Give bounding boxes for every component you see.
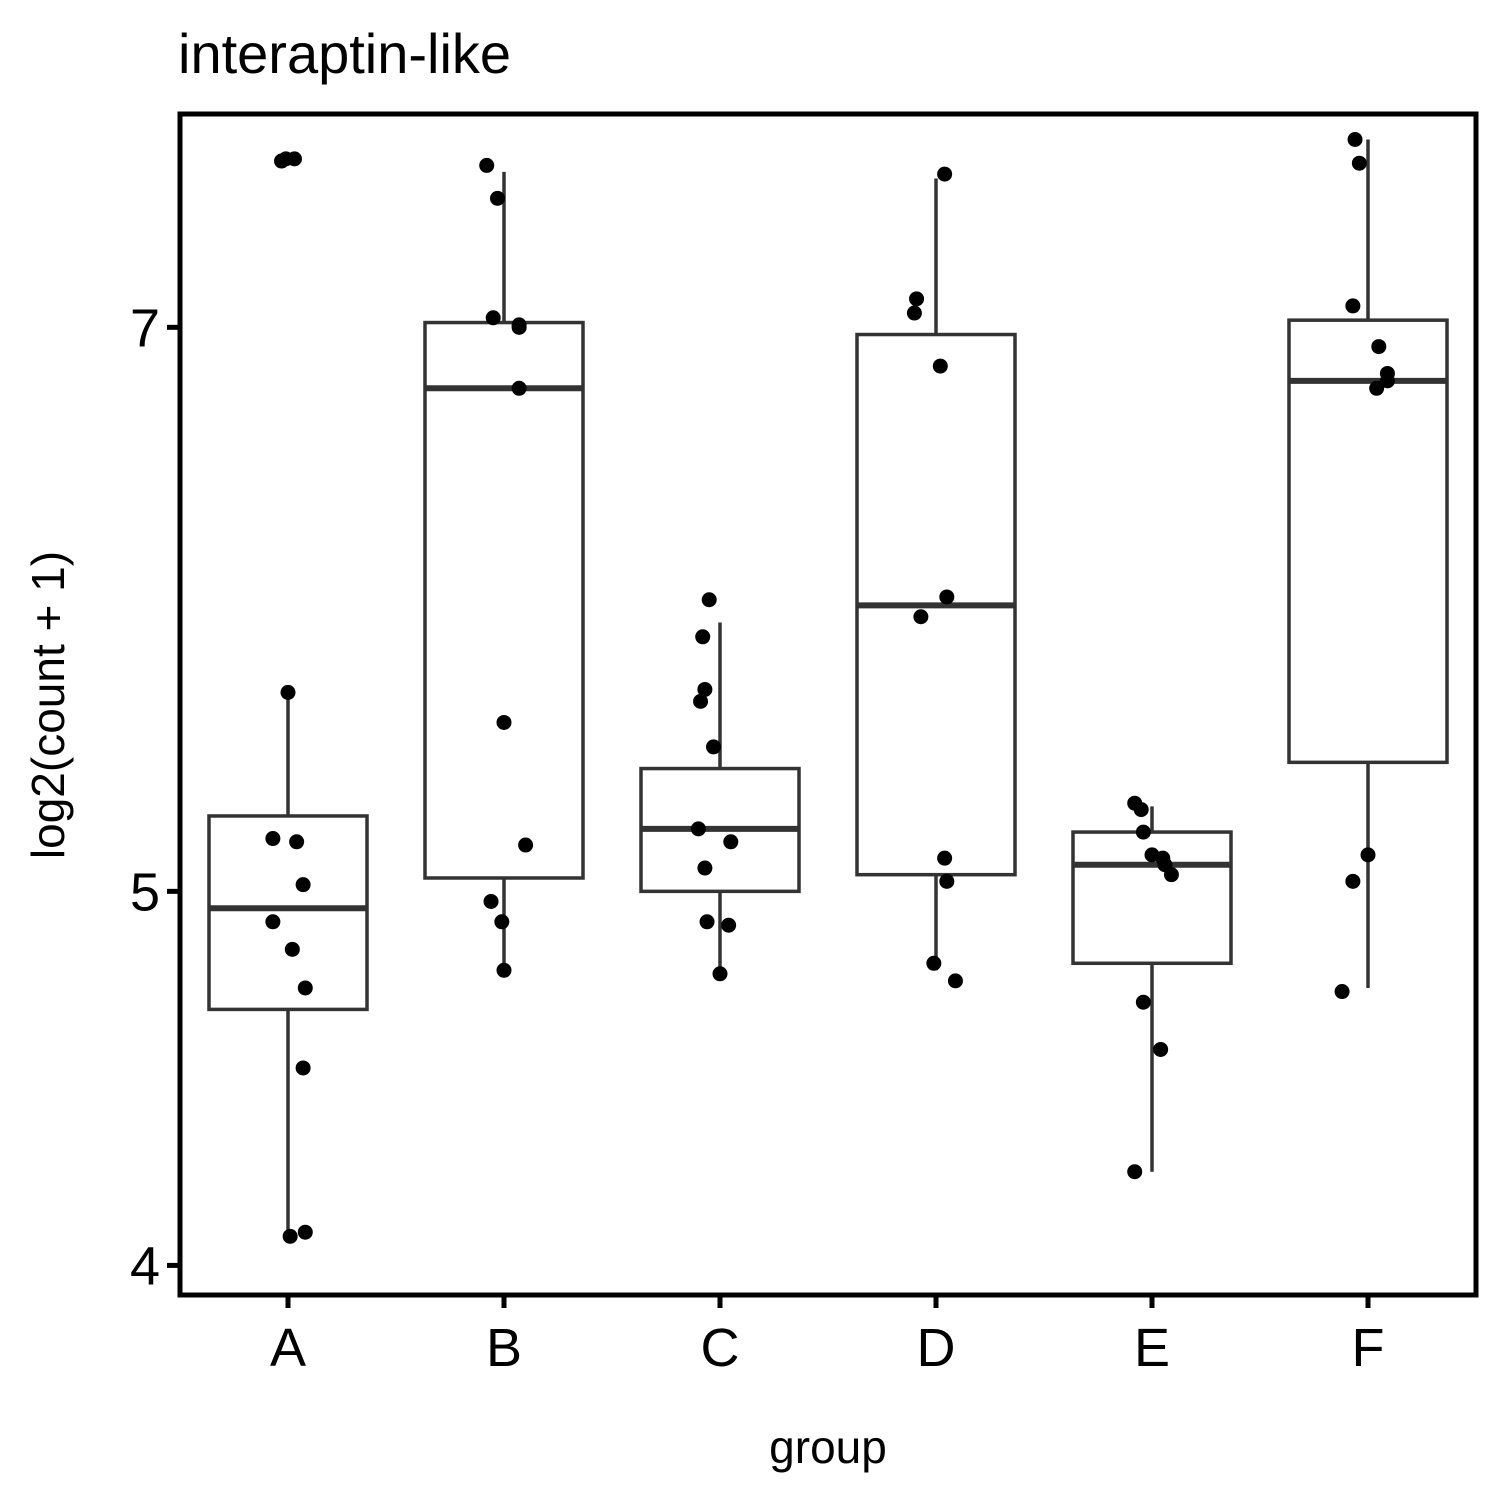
data-point bbox=[284, 941, 300, 957]
y-tick-label: 5 bbox=[130, 862, 160, 922]
x-tick-label: A bbox=[270, 1318, 306, 1378]
data-point bbox=[286, 151, 302, 167]
box-f bbox=[1287, 139, 1449, 988]
data-point bbox=[479, 157, 495, 173]
x-tick-label: E bbox=[1134, 1318, 1170, 1378]
y-axis-label: log2(count + 1) bbox=[22, 551, 74, 859]
box-b bbox=[423, 171, 585, 971]
x-axis-label: group bbox=[769, 1421, 887, 1473]
data-point bbox=[265, 831, 281, 847]
box-e bbox=[1071, 806, 1233, 1172]
data-point bbox=[295, 1060, 311, 1076]
data-point bbox=[697, 681, 713, 697]
data-point bbox=[485, 310, 501, 326]
box-a bbox=[207, 692, 369, 1237]
x-tick-label: D bbox=[917, 1318, 956, 1378]
data-point bbox=[723, 834, 739, 850]
data-point bbox=[1347, 131, 1363, 147]
x-tick-label: C bbox=[701, 1318, 740, 1378]
box-iqr bbox=[1287, 318, 1449, 765]
data-point bbox=[511, 380, 527, 396]
data-point bbox=[280, 684, 296, 700]
y-tick-label: 7 bbox=[130, 298, 160, 358]
data-point bbox=[496, 714, 512, 730]
chart-title: interaptin-like bbox=[178, 22, 511, 85]
data-point bbox=[496, 962, 512, 978]
data-points bbox=[265, 131, 1395, 1244]
data-point bbox=[1334, 984, 1350, 1000]
data-point bbox=[1351, 155, 1367, 171]
data-point bbox=[695, 629, 711, 645]
data-point bbox=[939, 589, 955, 605]
box-iqr bbox=[1071, 830, 1233, 966]
data-point bbox=[1133, 802, 1149, 818]
data-point bbox=[1135, 824, 1151, 840]
data-point bbox=[1345, 873, 1361, 889]
data-point bbox=[701, 592, 717, 608]
data-point bbox=[697, 860, 713, 876]
data-point bbox=[289, 834, 305, 850]
data-point bbox=[937, 850, 953, 866]
data-point bbox=[693, 693, 709, 709]
data-point bbox=[1379, 373, 1395, 389]
data-point bbox=[1135, 994, 1151, 1010]
plot-area bbox=[207, 131, 1449, 1244]
axes: 4 5 7 A B C D E F bbox=[130, 298, 1385, 1378]
data-point bbox=[297, 1224, 313, 1240]
data-point bbox=[494, 914, 510, 930]
data-point bbox=[906, 305, 922, 321]
data-point bbox=[699, 914, 715, 930]
data-point bbox=[1163, 867, 1179, 883]
data-point bbox=[937, 166, 953, 182]
x-tick-label: B bbox=[486, 1318, 522, 1378]
data-point bbox=[706, 739, 722, 755]
data-point bbox=[265, 914, 281, 930]
data-point bbox=[1360, 847, 1376, 863]
data-point bbox=[297, 980, 313, 996]
data-point bbox=[483, 893, 499, 909]
data-point bbox=[690, 821, 706, 837]
data-point bbox=[1127, 1164, 1143, 1180]
box-d bbox=[855, 178, 1017, 971]
box-iqr bbox=[423, 320, 585, 880]
data-point bbox=[947, 973, 963, 989]
box-iqr bbox=[207, 814, 369, 1012]
data-point bbox=[721, 917, 737, 933]
data-point bbox=[518, 837, 534, 853]
y-tick-label: 4 bbox=[130, 1236, 160, 1296]
plot-frame bbox=[177, 111, 1479, 1298]
data-point bbox=[913, 609, 929, 625]
data-point bbox=[712, 966, 728, 982]
data-point bbox=[909, 291, 925, 307]
data-point bbox=[926, 955, 942, 971]
data-point bbox=[1371, 339, 1387, 355]
data-point bbox=[932, 358, 948, 374]
data-point bbox=[1369, 380, 1385, 396]
x-tick-label: F bbox=[1352, 1318, 1385, 1378]
data-point bbox=[939, 873, 955, 889]
data-point bbox=[1345, 298, 1361, 314]
data-point bbox=[282, 1228, 298, 1244]
data-point bbox=[295, 877, 311, 893]
data-point bbox=[1153, 1041, 1169, 1057]
data-point bbox=[490, 190, 506, 206]
data-point bbox=[511, 319, 527, 335]
box-c bbox=[639, 622, 801, 974]
